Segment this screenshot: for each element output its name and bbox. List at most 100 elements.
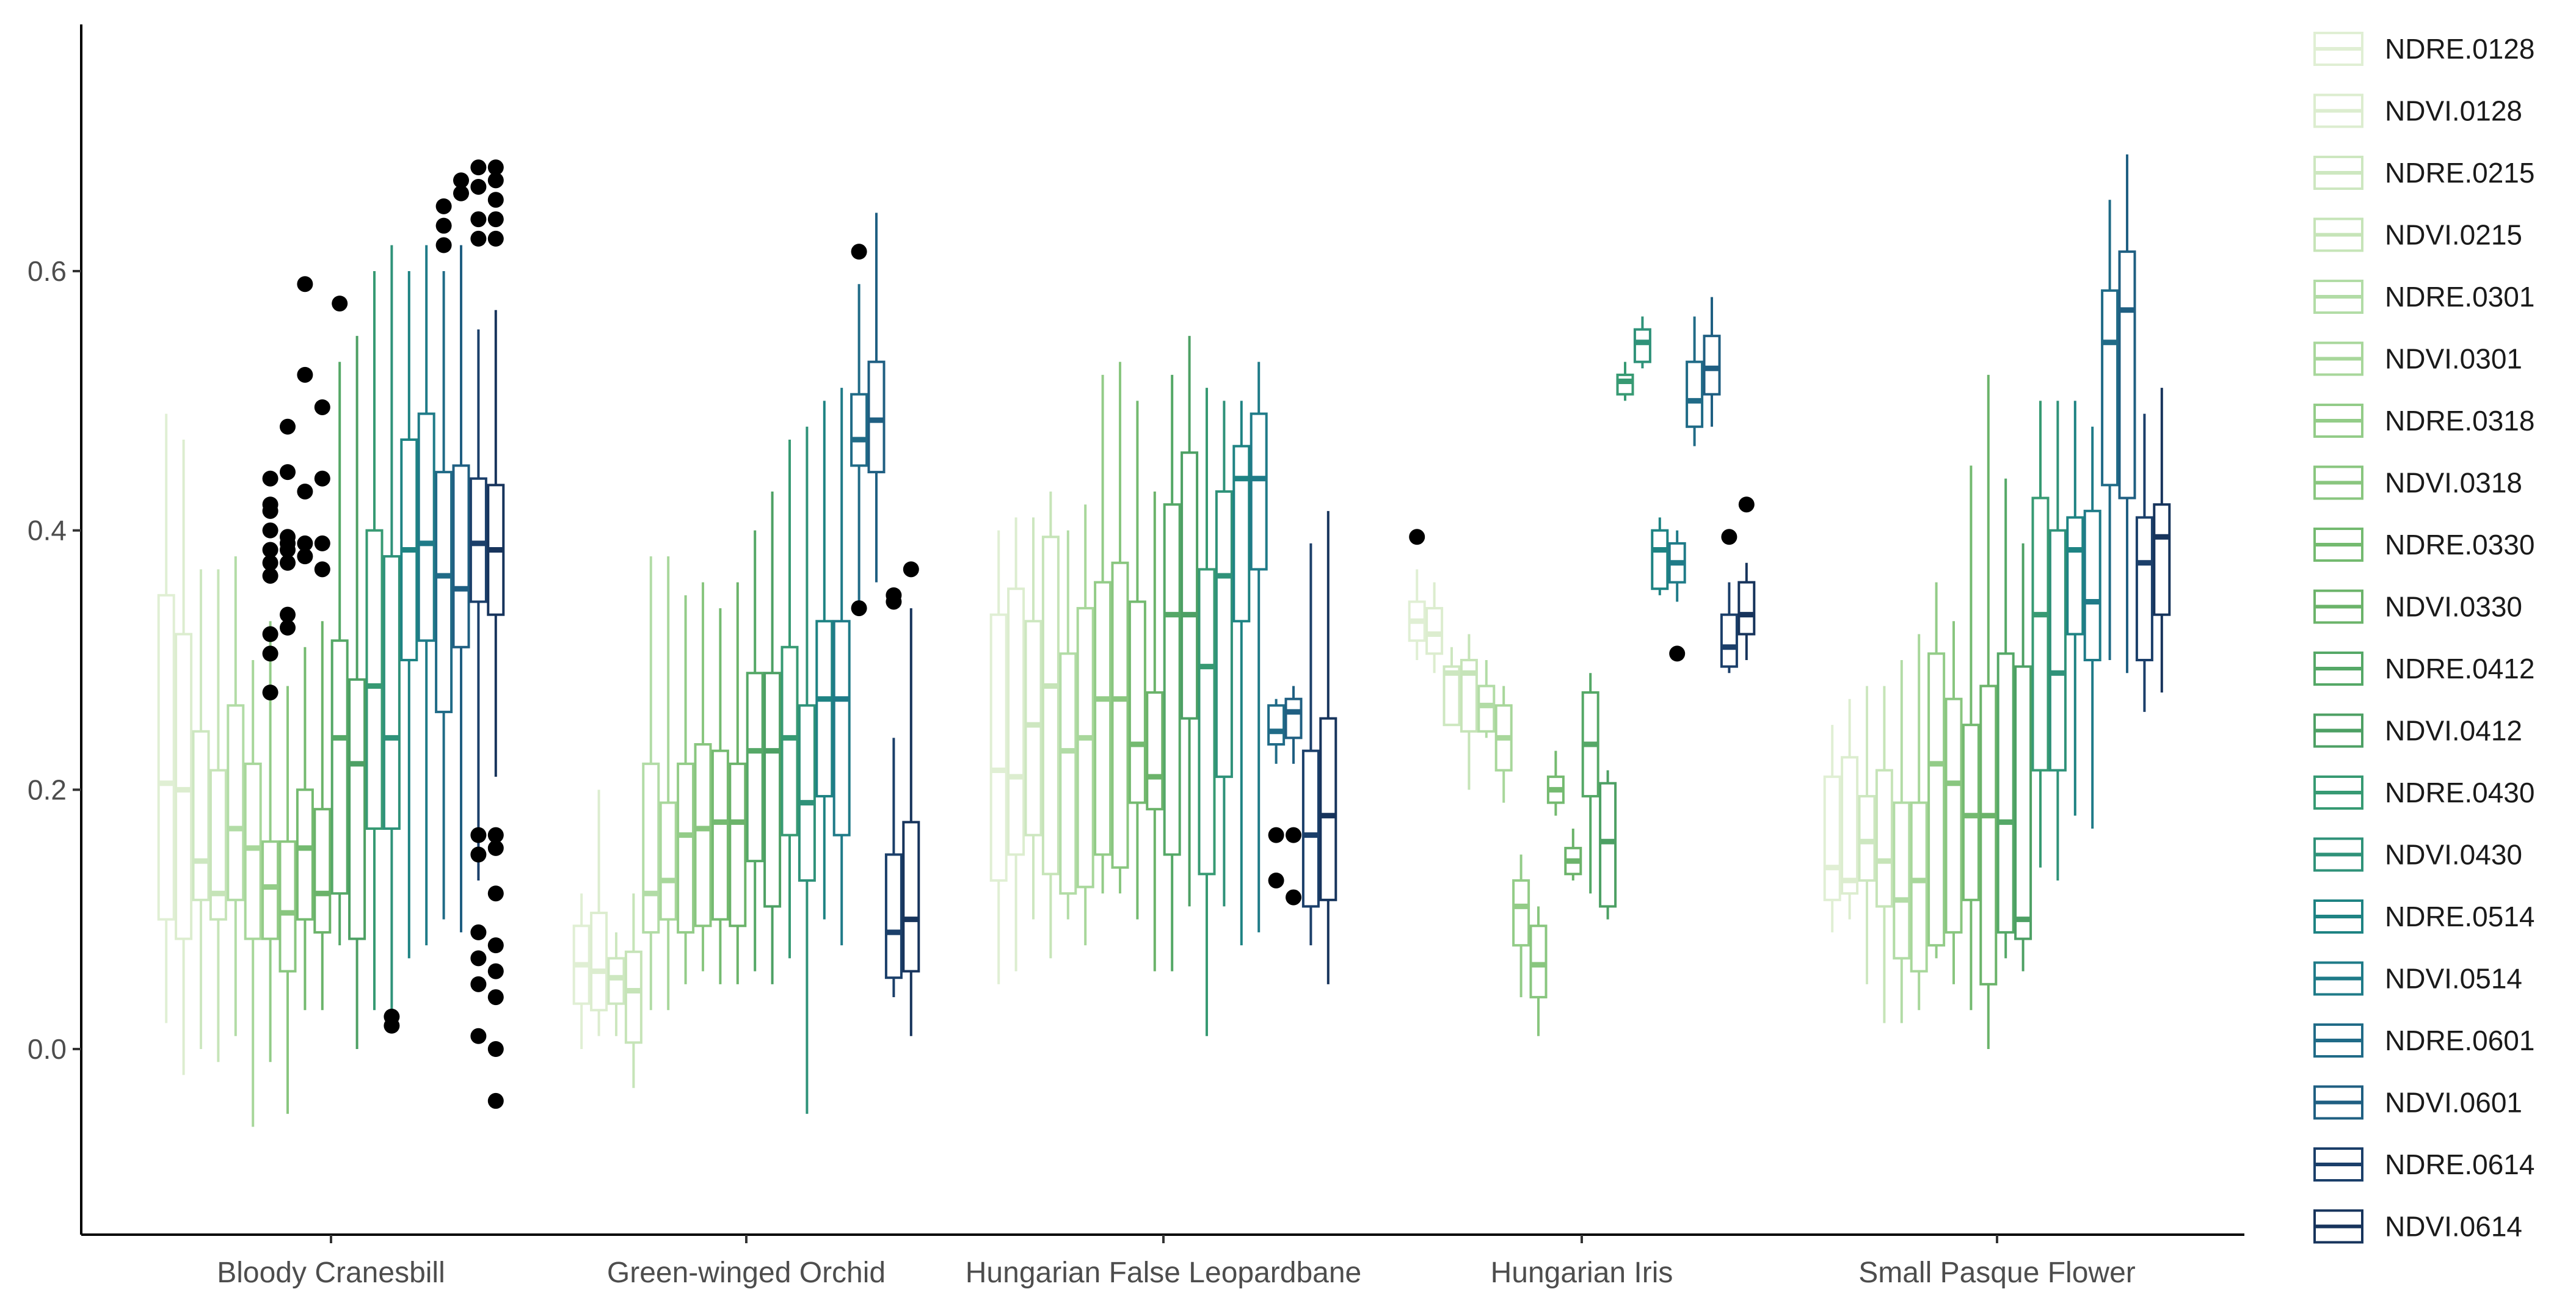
box-NDRE.0128-4 bbox=[1823, 725, 1841, 932]
box-iqr bbox=[244, 762, 262, 940]
y-tick-label: 0.0 bbox=[27, 1033, 67, 1065]
series-NDRE.0318 bbox=[261, 374, 1946, 1062]
box-NDVI.0412-2 bbox=[1181, 336, 1199, 907]
outlier-point bbox=[297, 535, 313, 551]
outlier-point bbox=[470, 827, 487, 843]
box-NDVI.0301-3 bbox=[1494, 686, 1513, 803]
legend-item: NDVI.0318 bbox=[2313, 465, 2522, 500]
box-iqr bbox=[1962, 724, 1980, 901]
box-iqr bbox=[1927, 652, 1946, 947]
outlier-point bbox=[384, 1017, 400, 1034]
box-NDVI.0430-4 bbox=[2048, 401, 2067, 881]
legend-item: NDVI.0430 bbox=[2313, 837, 2522, 872]
legend-label: NDVI.0412 bbox=[2385, 715, 2522, 747]
outlier-point bbox=[487, 172, 504, 189]
box-NDRE.0430-2 bbox=[1198, 388, 1216, 1036]
box-iqr bbox=[694, 743, 712, 928]
outlier-point bbox=[487, 989, 504, 1006]
box-NDVI.0330-1 bbox=[729, 582, 747, 984]
legend-item: NDVI.0514 bbox=[2313, 961, 2522, 996]
outlier-point bbox=[1738, 496, 1755, 513]
legend-label: NDVI.0614 bbox=[2385, 1211, 2522, 1243]
series-NDVI.0330 bbox=[313, 374, 1998, 1049]
outlier-point bbox=[280, 529, 296, 545]
box-iqr bbox=[1477, 684, 1496, 733]
outlier-point bbox=[1721, 529, 1737, 545]
box-iqr bbox=[1267, 704, 1286, 746]
box-iqr bbox=[330, 639, 349, 895]
box-iqr bbox=[884, 853, 903, 979]
box-NDVI.0215-0 bbox=[209, 569, 227, 1062]
outlier-point bbox=[487, 885, 504, 902]
box-iqr bbox=[175, 633, 193, 940]
outlier-point bbox=[487, 937, 504, 954]
box-iqr bbox=[2153, 503, 2171, 616]
legend-label: NDVI.0301 bbox=[2385, 343, 2522, 375]
box-iqr bbox=[209, 769, 227, 921]
box-NDVI.0412-1 bbox=[763, 491, 782, 984]
box-iqr bbox=[798, 704, 816, 882]
box-NDVI.0614-1 bbox=[902, 608, 920, 1036]
box-iqr bbox=[2066, 516, 2084, 636]
box-NDRE.0601-1 bbox=[850, 284, 868, 609]
box-iqr bbox=[192, 730, 210, 901]
box-iqr bbox=[659, 801, 677, 921]
box-NDRE.0430-0 bbox=[365, 271, 384, 1011]
box-iqr bbox=[1720, 613, 1738, 668]
box-iqr bbox=[1007, 587, 1025, 856]
series-NDRE.0330 bbox=[296, 401, 1980, 1011]
box-iqr bbox=[1529, 924, 1548, 999]
series-NDVI.0128 bbox=[175, 440, 1859, 1075]
legend-item: NDRE.0614 bbox=[2313, 1147, 2534, 1182]
series-NDVI.0430 bbox=[382, 245, 2067, 1114]
box-NDRE.0514-3 bbox=[1651, 517, 1669, 595]
outlier-point bbox=[297, 366, 313, 383]
y-tick-label: 0.6 bbox=[27, 255, 67, 287]
box-NDRE.0514-1 bbox=[815, 401, 834, 920]
box-iqr bbox=[1301, 749, 1320, 908]
box-NDRE.0601-0 bbox=[435, 271, 453, 920]
box-iqr bbox=[729, 762, 747, 928]
box-NDVI.0430-2 bbox=[1215, 401, 1233, 907]
box-NDVI.0301-1 bbox=[659, 556, 677, 1011]
outlier-point bbox=[470, 230, 487, 247]
legend-item: NDVI.0601 bbox=[2313, 1085, 2522, 1120]
outlier-point bbox=[262, 554, 278, 571]
box-iqr bbox=[1146, 691, 1164, 811]
box-iqr bbox=[1858, 794, 1876, 882]
series-NDVI.0514 bbox=[417, 245, 2101, 946]
y-axis-tick-labels: 0.0 0.2 0.4 0.6 bbox=[27, 255, 81, 1065]
box-iqr bbox=[1841, 756, 1859, 895]
box-NDRE.0614-3 bbox=[1720, 582, 1738, 674]
box-NDRE.0514-0 bbox=[400, 271, 418, 959]
outlier-point bbox=[851, 244, 867, 260]
box-NDVI.0128-3 bbox=[1425, 582, 1444, 674]
series-NDRE.0301 bbox=[227, 530, 1911, 1036]
box-iqr bbox=[867, 360, 886, 474]
box-NDRE.0128-3 bbox=[1408, 569, 1426, 660]
outlier-point bbox=[262, 522, 278, 539]
outlier-point bbox=[487, 211, 504, 228]
outlier-point bbox=[903, 561, 919, 578]
box-iqr bbox=[1823, 775, 1841, 901]
legend-item: NDVI.0330 bbox=[2313, 589, 2522, 624]
outlier-point bbox=[262, 567, 278, 584]
box-NDVI.0301-0 bbox=[244, 660, 262, 1127]
box-NDRE.0412-1 bbox=[746, 530, 764, 971]
box-iqr bbox=[348, 678, 366, 940]
box-NDRE.0514-2 bbox=[1232, 401, 1251, 946]
legend-item: NDRE.0318 bbox=[2313, 404, 2534, 438]
box-NDRE.0301-2 bbox=[1059, 530, 1077, 920]
legend-label: NDRE.0215 bbox=[2385, 157, 2534, 189]
legend-item: NDVI.0412 bbox=[2313, 713, 2522, 748]
box-iqr bbox=[2118, 250, 2136, 499]
box-iqr bbox=[1737, 581, 1756, 636]
outlier-point bbox=[280, 619, 296, 636]
series-NDVI.0215 bbox=[209, 491, 1893, 1088]
box-NDVI.0601-2 bbox=[1284, 686, 1303, 764]
outlier-point bbox=[262, 470, 278, 487]
box-iqr bbox=[677, 762, 695, 934]
outlier-point bbox=[1268, 827, 1284, 843]
box-iqr bbox=[1512, 879, 1530, 947]
box-NDRE.0614-2 bbox=[1301, 543, 1320, 946]
